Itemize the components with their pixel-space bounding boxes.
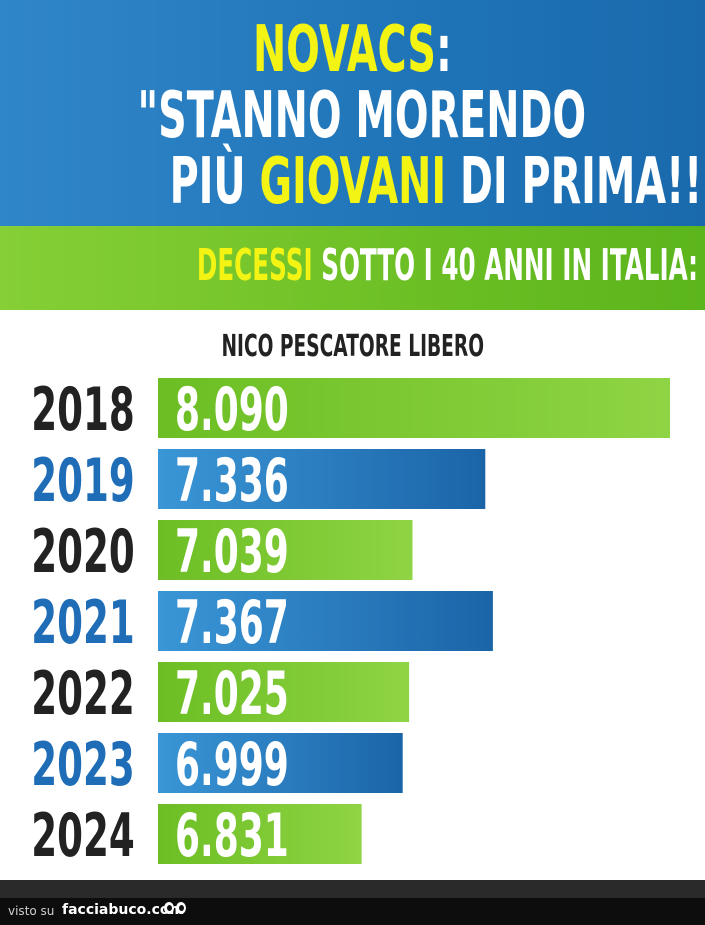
band-rest: SOTTO I 40 ANNI IN ITALIA: bbox=[312, 240, 699, 291]
value-label-2024: 6.831 bbox=[175, 800, 289, 870]
title-line-3-a: PIÙ bbox=[169, 145, 260, 219]
title-line-3: PIÙ GIOVANI DI PRIMA!!" bbox=[0, 150, 705, 214]
year-label-2018: 2018 bbox=[31, 375, 135, 445]
title-line-2: "STANNO MORENDO bbox=[0, 84, 705, 148]
year-label-2020: 2020 bbox=[31, 517, 135, 587]
year-label-2019: 2019 bbox=[31, 446, 135, 516]
footer-brand-link[interactable]: facciabuco.com bbox=[62, 902, 185, 918]
value-label-2022: 7.025 bbox=[175, 658, 289, 728]
footer-visto-su: visto su bbox=[8, 904, 55, 918]
header-banner: NOVACS: "STANNO MORENDO PIÙ GIOVANI DI P… bbox=[0, 0, 705, 226]
bar-2020 bbox=[158, 520, 413, 580]
green-band: DECESSI SOTTO I 40 ANNI IN ITALIA: bbox=[0, 226, 705, 310]
chart-subtitle-text: NICO PESCATORE LIBERO bbox=[221, 329, 484, 364]
bar-2019 bbox=[158, 449, 486, 509]
footer-bar: visto su facciabuco.com bbox=[0, 880, 705, 925]
title-line-1: NOVACS: bbox=[0, 18, 705, 82]
band-title: DECESSI SOTTO I 40 ANNI IN ITALIA: bbox=[0, 244, 705, 288]
value-label-2018: 8.090 bbox=[175, 374, 289, 444]
bar-2023 bbox=[158, 733, 403, 793]
bar-2018 bbox=[158, 378, 670, 438]
year-label-2021: 2021 bbox=[31, 588, 135, 658]
right-eye bbox=[176, 902, 186, 914]
title-line-2-text: "STANNO MORENDO bbox=[137, 79, 587, 153]
footer-top-strip bbox=[0, 880, 705, 898]
chart-subtitle: NICO PESCATORE LIBERO bbox=[0, 332, 705, 362]
title-giovani: GIOVANI bbox=[259, 145, 447, 219]
eyes-icon bbox=[164, 902, 190, 918]
value-label-2019: 7.336 bbox=[175, 445, 289, 515]
bar-2024 bbox=[158, 804, 362, 864]
value-label-2023: 6.999 bbox=[175, 729, 289, 799]
title-novacs: NOVACS bbox=[253, 13, 437, 87]
year-label-2023: 2023 bbox=[31, 730, 135, 800]
title-colon: : bbox=[436, 13, 452, 87]
bar-2022 bbox=[158, 662, 410, 722]
left-eye bbox=[164, 902, 174, 914]
year-label-2022: 2022 bbox=[31, 659, 135, 729]
value-label-2020: 7.039 bbox=[175, 516, 289, 586]
year-label-2024: 2024 bbox=[31, 801, 135, 871]
band-decessi: DECESSI bbox=[196, 240, 313, 291]
bar-2021 bbox=[158, 591, 493, 651]
value-label-2021: 7.367 bbox=[175, 587, 289, 657]
title-line-3-b: DI PRIMA!!" bbox=[446, 145, 705, 219]
